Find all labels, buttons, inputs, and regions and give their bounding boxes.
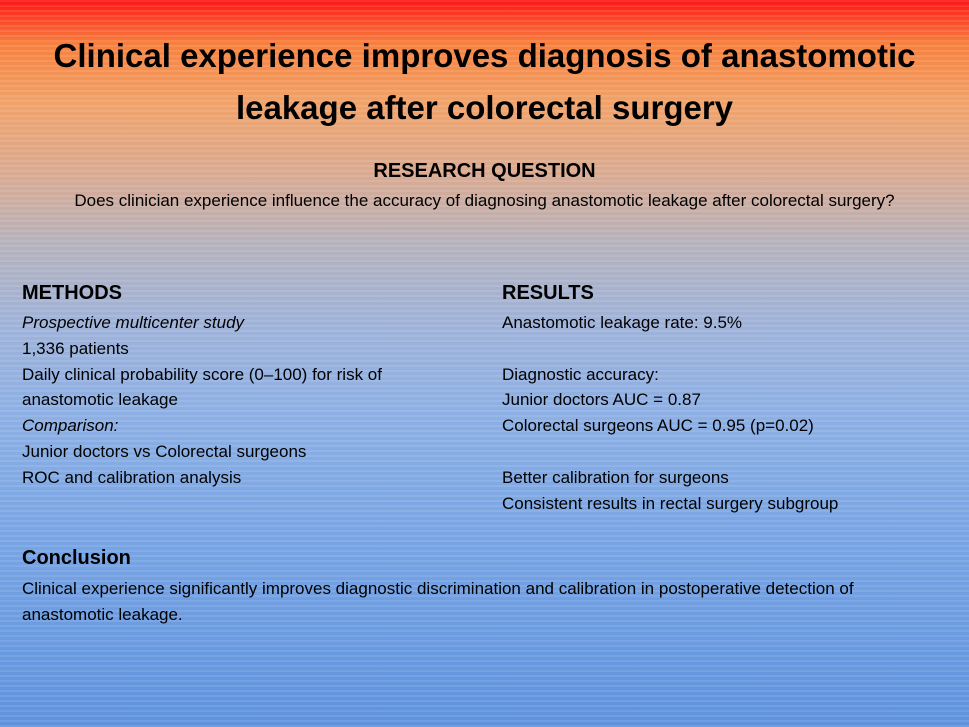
section-heading: RESULTS bbox=[502, 282, 594, 304]
section-heading: RESEARCH QUESTION bbox=[373, 160, 596, 182]
methods-item: Comparison: bbox=[22, 416, 119, 436]
results-item: Better calibration for surgeons bbox=[502, 467, 729, 487]
results-item: Anastomotic leakage rate: 9.5% bbox=[502, 313, 743, 332]
results-group: Better calibration for surgeons Consisten… bbox=[502, 465, 952, 517]
methods-item: 1,336 patients bbox=[22, 338, 129, 358]
title: Clinical experience improves diagnosis o… bbox=[53, 37, 916, 126]
conclusion-text: Clinical experience significantly improv… bbox=[22, 579, 854, 624]
question-text: Does clinician experience influence the … bbox=[74, 191, 895, 210]
methods-item: Prospective multicenter study bbox=[22, 313, 245, 332]
results-item: Consistent results in rectal surgery sub… bbox=[502, 493, 839, 513]
results-list: Anastomotic leakage rate: 9.5% Diagnostic… bbox=[502, 310, 952, 542]
results-group: Anastomotic leakage rate: 9.5% bbox=[502, 310, 952, 336]
results-group: Diagnostic accuracy: Junior doctors AUC =… bbox=[502, 362, 952, 439]
methods-item: Junior doctors vs Colorectal surgeons bbox=[22, 441, 307, 461]
results-item: Junior doctors AUC = 0.87 bbox=[502, 390, 701, 410]
section-heading: METHODS bbox=[22, 282, 122, 304]
section-heading: Conclusion bbox=[22, 547, 131, 569]
methods-list: Prospective multicenter study 1,336 patie… bbox=[22, 310, 442, 491]
methods-item: Daily clinical probability score (0–100)… bbox=[22, 364, 382, 410]
results-item: Diagnostic accuracy: bbox=[502, 364, 659, 384]
results-item: Colorectal surgeons AUC = 0.95 (p=0.02) bbox=[502, 416, 814, 436]
methods-item: ROC and calibration analysis bbox=[22, 467, 242, 487]
